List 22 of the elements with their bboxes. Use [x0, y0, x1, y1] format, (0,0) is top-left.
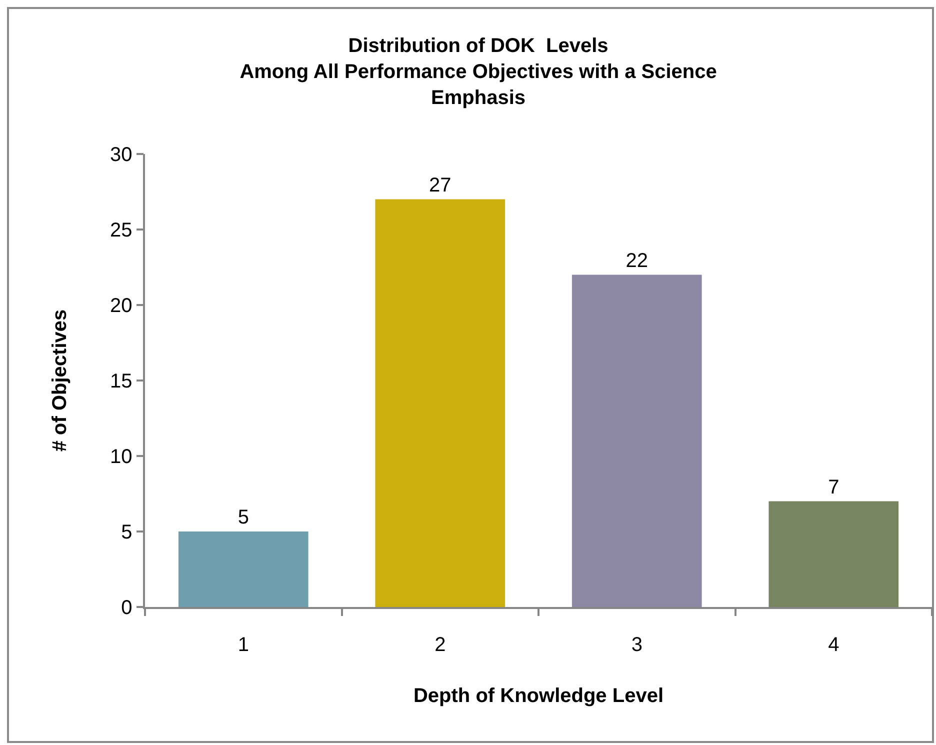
y-axis-title: # of Objectives — [49, 309, 71, 452]
bar — [178, 532, 308, 607]
y-tick-label: 0 — [121, 597, 132, 619]
y-tick-label: 5 — [121, 522, 132, 544]
x-tick-label: 3 — [631, 634, 642, 656]
bar — [768, 501, 899, 607]
bar — [375, 199, 506, 607]
x-tick-label: 1 — [238, 634, 249, 656]
x-tick-label: 2 — [434, 634, 446, 656]
chart-title: Distribution of DOK Levels Among All Performance Objectives with a Science Emphasis — [240, 35, 717, 110]
y-tick-label: 25 — [110, 220, 132, 242]
x-tick-label: 4 — [828, 634, 840, 656]
y-tick-label: 15 — [110, 370, 132, 392]
data-label: 22 — [626, 250, 648, 272]
x-axis-title: Depth of Knowledge Level — [413, 684, 664, 707]
y-tick-label: 20 — [110, 295, 132, 317]
data-label: 27 — [429, 174, 452, 196]
y-tick-label: 30 — [110, 144, 132, 166]
y-tick-label: 10 — [110, 446, 132, 468]
data-label: 5 — [238, 506, 249, 528]
data-label: 7 — [828, 476, 840, 498]
bar — [572, 274, 702, 607]
